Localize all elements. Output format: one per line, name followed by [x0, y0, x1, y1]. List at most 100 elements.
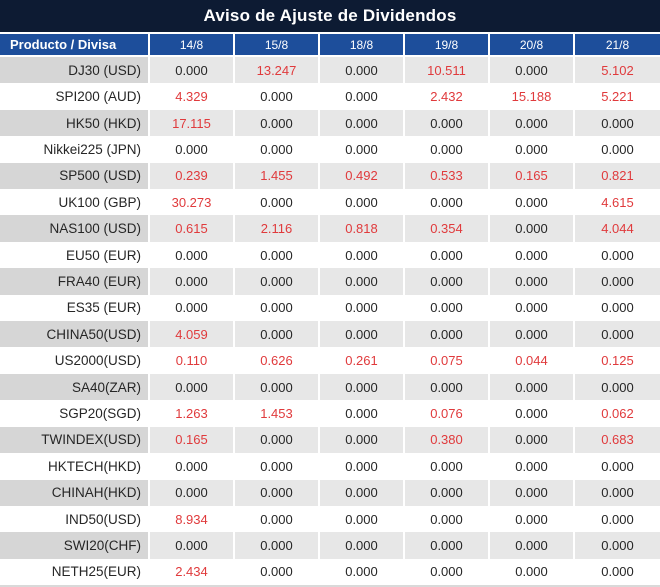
- column-header-date-6: 21/8: [605, 37, 630, 52]
- value-cell: 0.000: [490, 321, 575, 348]
- value-cell: 8.934: [150, 505, 235, 533]
- value-cell: 0.000: [575, 109, 660, 137]
- value-cell: 0.000: [235, 558, 320, 586]
- value-cell: 0.125: [575, 347, 660, 374]
- value-cell: 0.000: [235, 241, 320, 269]
- value-cell: 0.000: [320, 109, 405, 137]
- value-cell: 0.626: [235, 347, 320, 374]
- value-cell: 0.000: [405, 189, 490, 216]
- value-cell: 0.000: [150, 57, 235, 84]
- table-row: CHINA50(USD) 4.059 0.000 0.000 0.000 0.0…: [0, 321, 660, 348]
- value-cell: 0.000: [490, 373, 575, 401]
- value-cell: 0.000: [575, 532, 660, 559]
- value-cell: 2.434: [150, 558, 235, 586]
- value-cell: 1.453: [235, 400, 320, 427]
- value-cell: 0.000: [235, 426, 320, 454]
- value-cell: 2.116: [235, 215, 320, 242]
- value-cell: 13.247: [235, 57, 320, 84]
- value-cell: 0.000: [575, 505, 660, 533]
- value-cell: 0.000: [320, 373, 405, 401]
- value-cell: 0.000: [235, 373, 320, 401]
- page-title: Aviso de Ajuste de Dividendos: [0, 0, 660, 34]
- value-cell: 0.000: [320, 268, 405, 295]
- value-cell: 0.000: [575, 373, 660, 401]
- value-cell: 0.000: [575, 241, 660, 269]
- value-cell: 0.000: [320, 505, 405, 533]
- value-cell: 0.000: [405, 321, 490, 348]
- value-cell: 10.511: [405, 57, 490, 84]
- value-cell: 0.000: [320, 83, 405, 110]
- value-cell: 0.000: [235, 505, 320, 533]
- value-cell: 0.000: [235, 109, 320, 137]
- table-row: SP500 (USD) 0.239 1.455 0.492 0.533 0.16…: [0, 162, 660, 190]
- value-cell: 0.000: [490, 294, 575, 322]
- value-cell: 0.000: [235, 136, 320, 163]
- table-row: FRA40 (EUR) 0.000 0.000 0.000 0.000 0.00…: [0, 268, 660, 295]
- value-cell: 0.000: [405, 109, 490, 137]
- value-cell: 0.062: [575, 400, 660, 427]
- product-cell: HK50 (HKD): [0, 109, 150, 137]
- value-cell: 0.000: [320, 532, 405, 559]
- value-cell: 0.000: [490, 426, 575, 454]
- value-cell: 2.432: [405, 83, 490, 110]
- value-cell: 0.000: [575, 453, 660, 480]
- value-cell: 30.273: [150, 189, 235, 216]
- table-row: SGP20(SGD) 1.263 1.453 0.000 0.076 0.000…: [0, 400, 660, 427]
- value-cell: 0.000: [405, 505, 490, 533]
- product-cell: SA40(ZAR): [0, 373, 150, 401]
- value-cell: 0.000: [405, 532, 490, 559]
- value-cell: 0.000: [575, 268, 660, 295]
- value-cell: 0.354: [405, 215, 490, 242]
- value-cell: 0.000: [490, 241, 575, 269]
- value-cell: 0.000: [490, 136, 575, 163]
- value-cell: 0.492: [320, 162, 405, 190]
- table-row: SWI20(CHF) 0.000 0.000 0.000 0.000 0.000…: [0, 532, 660, 559]
- value-cell: 0.000: [490, 109, 575, 137]
- value-cell: 0.000: [150, 373, 235, 401]
- value-cell: 5.221: [575, 83, 660, 110]
- value-cell: 0.000: [320, 241, 405, 269]
- value-cell: 0.000: [490, 189, 575, 216]
- value-cell: 1.455: [235, 162, 320, 190]
- value-cell: 0.000: [405, 241, 490, 269]
- value-cell: 0.000: [405, 294, 490, 322]
- value-cell: 4.329: [150, 83, 235, 110]
- value-cell: 0.683: [575, 426, 660, 454]
- value-cell: 0.000: [235, 189, 320, 216]
- value-cell: 0.000: [405, 453, 490, 480]
- value-cell: 0.000: [490, 268, 575, 295]
- value-cell: 1.263: [150, 400, 235, 427]
- value-cell: 0.261: [320, 347, 405, 374]
- value-cell: 0.533: [405, 162, 490, 190]
- value-cell: 0.821: [575, 162, 660, 190]
- table-row: NETH25(EUR) 2.434 0.000 0.000 0.000 0.00…: [0, 558, 660, 586]
- value-cell: 0.000: [235, 83, 320, 110]
- column-header-product: Producto / Divisa: [0, 34, 150, 55]
- value-cell: 17.115: [150, 109, 235, 137]
- value-cell: 0.000: [490, 532, 575, 559]
- value-cell: 0.044: [490, 347, 575, 374]
- product-cell: NETH25(EUR): [0, 558, 150, 586]
- product-cell: CHINA50(USD): [0, 321, 150, 348]
- value-cell: 0.000: [320, 189, 405, 216]
- product-cell: UK100 (GBP): [0, 189, 150, 216]
- product-cell: FRA40 (EUR): [0, 268, 150, 295]
- table-row: Nikkei225 (JPN) 0.000 0.000 0.000 0.000 …: [0, 136, 660, 163]
- table-row: CHINAH(HKD) 0.000 0.000 0.000 0.000 0.00…: [0, 479, 660, 506]
- product-cell: EU50 (EUR): [0, 241, 150, 269]
- product-cell: SP500 (USD): [0, 162, 150, 190]
- value-cell: 0.110: [150, 347, 235, 374]
- table-row: UK100 (GBP) 30.273 0.000 0.000 0.000 0.0…: [0, 189, 660, 216]
- value-cell: 15.188: [490, 83, 575, 110]
- value-cell: 0.000: [490, 453, 575, 480]
- product-cell: TWINDEX(USD): [0, 426, 150, 454]
- value-cell: 0.000: [575, 136, 660, 163]
- value-cell: 0.000: [320, 558, 405, 586]
- value-cell: 0.000: [490, 558, 575, 586]
- column-header-date-1: 14/8: [150, 34, 235, 55]
- value-cell: 0.000: [320, 294, 405, 322]
- value-cell: 0.000: [235, 479, 320, 506]
- product-cell: NAS100 (USD): [0, 215, 150, 242]
- value-cell: 0.000: [235, 532, 320, 559]
- value-cell: 4.059: [150, 321, 235, 348]
